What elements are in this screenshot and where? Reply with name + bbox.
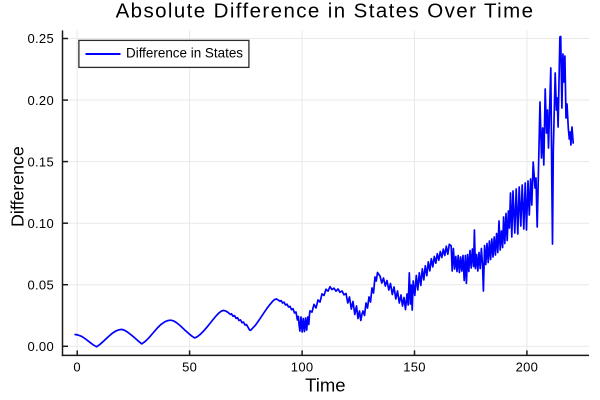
svg-text:0.00: 0.00 <box>27 339 54 354</box>
svg-text:50: 50 <box>182 359 197 374</box>
svg-text:Absolute Difference in States: Absolute Difference in States Over Time <box>116 0 535 23</box>
svg-text:0.15: 0.15 <box>27 154 54 169</box>
svg-text:0.10: 0.10 <box>27 216 54 231</box>
svg-text:0.25: 0.25 <box>27 31 54 46</box>
svg-text:150: 150 <box>403 359 426 374</box>
svg-text:Time: Time <box>305 375 345 396</box>
svg-text:0: 0 <box>73 359 81 374</box>
svg-text:0.05: 0.05 <box>27 277 54 292</box>
svg-text:0.20: 0.20 <box>27 93 54 108</box>
svg-text:100: 100 <box>291 359 314 374</box>
svg-text:Difference in States: Difference in States <box>126 46 243 61</box>
svg-text:200: 200 <box>516 359 539 374</box>
svg-text:Difference: Difference <box>7 146 27 227</box>
